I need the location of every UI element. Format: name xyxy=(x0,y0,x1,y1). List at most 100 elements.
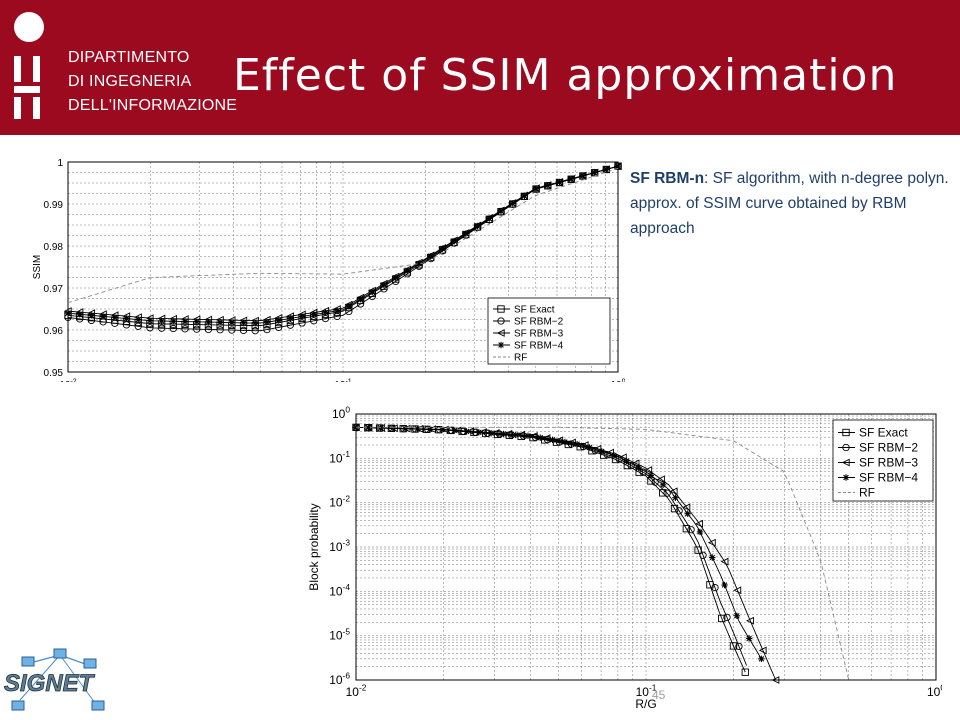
legend-entry-2: SF RBM−3 xyxy=(514,329,564,340)
data-point-2 xyxy=(466,427,475,436)
data-point-3 xyxy=(659,481,667,489)
data-point-2 xyxy=(758,646,767,655)
ssim-chart: 10-210-11000.950.960.970.980.991R/GSSIMS… xyxy=(32,158,625,383)
data-point-3 xyxy=(500,430,507,438)
page-number: 45 xyxy=(652,688,666,702)
dept-line-1: DIPARTIMENTO xyxy=(68,49,190,66)
data-point-3 xyxy=(401,425,409,432)
y-tick-label: 1 xyxy=(57,158,63,169)
y-tick-label: 0.95 xyxy=(44,368,64,379)
data-point-3 xyxy=(427,253,434,260)
legend-marker-0 xyxy=(842,428,850,437)
y-axis-label: SSIM xyxy=(32,255,43,279)
caption-text: SF RBM-n: SF algorithm, with n-degree po… xyxy=(630,166,956,241)
university-logo-dot xyxy=(14,12,44,42)
legend-box xyxy=(832,419,934,502)
data-point-1 xyxy=(263,325,271,334)
data-point-3 xyxy=(567,175,575,183)
data-point-0 xyxy=(729,642,738,650)
x-tick-label: 10-1 xyxy=(636,683,657,699)
x-tick-label: 10-2 xyxy=(59,379,76,383)
data-point-2 xyxy=(682,503,691,512)
y-tick-label: 0.96 xyxy=(44,326,64,337)
data-point-1 xyxy=(228,326,236,334)
legend-entry-3: SF RBM−4 xyxy=(514,341,564,352)
data-point-3 xyxy=(549,436,556,444)
data-point-3 xyxy=(404,267,411,274)
data-point-3 xyxy=(240,319,247,327)
y-tick-label: 100 xyxy=(332,405,350,421)
data-point-1 xyxy=(711,583,719,592)
data-point-3 xyxy=(181,318,189,325)
data-point-1 xyxy=(675,507,683,515)
data-point-3 xyxy=(287,315,294,322)
data-point-1 xyxy=(239,326,248,335)
data-point-3 xyxy=(170,318,177,325)
legend-entry-2: SF RBM−3 xyxy=(859,456,918,470)
data-point-2 xyxy=(517,430,525,439)
data-point-3 xyxy=(333,307,341,314)
y-tick-label: 10-5 xyxy=(329,626,350,642)
x-tick-label: 100 xyxy=(927,683,942,699)
department-name: DIPARTIMENTO DI INGEGNERIA DELL'INFORMAZ… xyxy=(68,46,237,118)
data-point-3 xyxy=(99,313,107,320)
data-point-3 xyxy=(684,510,691,517)
data-point-3 xyxy=(451,427,458,434)
data-point-3 xyxy=(509,200,516,207)
data-point-2 xyxy=(491,429,500,437)
data-point-3 xyxy=(544,182,551,189)
data-point-0 xyxy=(741,668,749,676)
data-point-3 xyxy=(252,319,259,327)
data-point-3 xyxy=(647,472,655,479)
series-line-3 xyxy=(355,426,762,660)
legend-entry-1: SF RBM−2 xyxy=(514,317,564,328)
data-point-3 xyxy=(486,215,493,222)
data-point-1 xyxy=(204,325,213,334)
data-point-1 xyxy=(274,323,283,332)
x-tick-label: 10-1 xyxy=(334,379,351,383)
y-tick-label: 10-1 xyxy=(329,449,350,465)
legend-entry-3: SF RBM−4 xyxy=(859,471,918,485)
legend-marker-2 xyxy=(841,458,850,467)
data-point-3 xyxy=(275,317,282,324)
caption-bold: SF RBM-n xyxy=(630,170,705,187)
legend-marker-1 xyxy=(497,317,505,325)
x-axis-label: R/G xyxy=(635,697,656,711)
data-point-3 xyxy=(463,428,470,435)
data-point-3 xyxy=(610,452,618,459)
x-tick-label: 10-2 xyxy=(346,683,367,699)
data-point-3 xyxy=(745,635,753,642)
legend-entry-0: SF Exact xyxy=(514,305,555,316)
data-point-3 xyxy=(111,314,119,321)
data-point-3 xyxy=(635,464,642,471)
data-point-1 xyxy=(699,551,707,559)
data-point-3 xyxy=(475,429,483,436)
x-tick-label: 100 xyxy=(610,379,625,383)
legend-entry-4: RF xyxy=(514,353,527,364)
legend-marker-0 xyxy=(497,305,505,313)
data-point-1 xyxy=(251,327,259,335)
data-point-3 xyxy=(614,163,622,170)
legend-entry-4: RF xyxy=(859,486,875,500)
data-point-3 xyxy=(263,318,271,326)
data-point-1 xyxy=(735,642,743,651)
data-point-3 xyxy=(524,432,532,439)
data-point-3 xyxy=(573,440,581,448)
plot-frame xyxy=(355,413,937,681)
grid xyxy=(68,162,618,372)
data-point-2 xyxy=(504,429,513,438)
data-point-3 xyxy=(298,313,306,320)
y-tick-label: 10-4 xyxy=(329,582,350,598)
data-point-1 xyxy=(687,526,695,534)
data-point-3 xyxy=(392,274,399,281)
data-point-3 xyxy=(623,457,630,465)
data-point-3 xyxy=(377,424,384,432)
data-point-3 xyxy=(439,245,446,252)
data-point-1 xyxy=(193,325,201,333)
data-point-2 xyxy=(746,616,754,625)
data-point-3 xyxy=(537,434,544,441)
data-point-3 xyxy=(193,318,200,326)
data-point-3 xyxy=(579,172,587,180)
data-point-3 xyxy=(512,431,519,439)
data-point-3 xyxy=(561,438,569,446)
